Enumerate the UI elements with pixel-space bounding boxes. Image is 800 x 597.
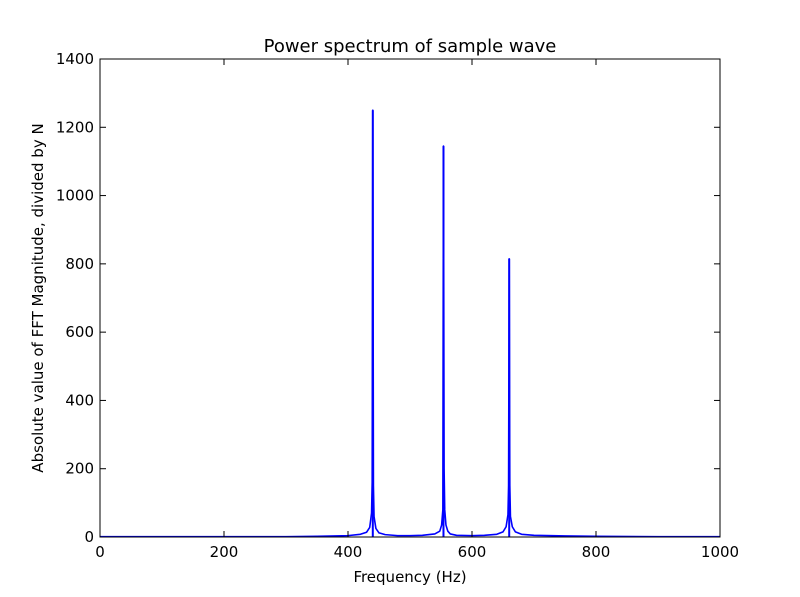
y-tick-label: 800 <box>65 255 94 273</box>
y-tick-label: 600 <box>65 323 94 341</box>
y-tick-label: 1000 <box>56 187 94 205</box>
plot-area <box>99 58 721 538</box>
x-tick-label: 600 <box>458 543 487 561</box>
x-tick-label: 800 <box>582 543 611 561</box>
y-axis-label: Absolute value of FFT Magnitude, divided… <box>29 123 47 472</box>
plot-frame <box>99 58 721 538</box>
y-axis-ticks: 0 200 400 600 800 1000 1200 1400 <box>56 50 720 546</box>
x-axis-ticks: 0 200 400 600 800 1000 <box>95 59 739 561</box>
x-tick-label: 0 <box>95 543 105 561</box>
y-tick-label: 0 <box>84 528 94 546</box>
y-tick-label: 400 <box>65 391 94 409</box>
y-tick-label: 200 <box>65 460 94 478</box>
x-axis-label: Frequency (Hz) <box>353 568 466 586</box>
x-tick-label: 400 <box>334 543 363 561</box>
spectrum-series-line <box>100 109 720 538</box>
y-tick-label: 1400 <box>56 50 94 68</box>
y-tick-label: 1200 <box>56 118 94 136</box>
chart-title: Power spectrum of sample wave <box>264 36 557 57</box>
x-tick-label: 200 <box>210 543 239 561</box>
x-tick-label: 1000 <box>701 543 739 561</box>
